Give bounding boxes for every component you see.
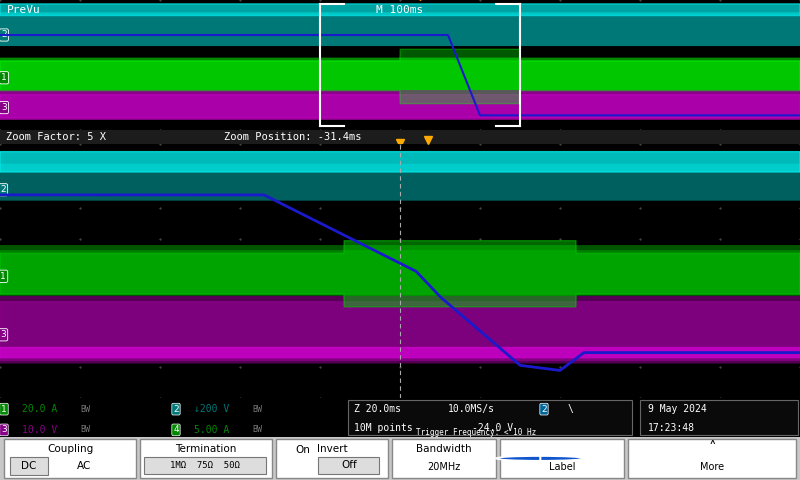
Bar [640,400,798,435]
Bar [144,456,266,474]
Bar [276,439,388,478]
Text: Termination: Termination [175,444,237,454]
Text: 20.0 A: 20.0 A [22,404,57,414]
Text: M 100ms: M 100ms [376,5,424,15]
Text: On: On [295,445,310,455]
Bar [10,456,48,475]
Text: Coupling: Coupling [47,444,93,454]
Text: PreVu: PreVu [6,5,40,15]
Text: 3: 3 [1,103,7,112]
Text: 1: 1 [1,73,7,82]
Text: 10.0 V: 10.0 V [22,425,57,435]
Text: Label: Label [549,462,575,472]
Text: 2: 2 [0,185,6,194]
Text: 3: 3 [1,425,7,434]
Text: BW: BW [80,405,90,414]
Text: 2: 2 [1,31,7,39]
Text: Zoom Position: -31.4ms: Zoom Position: -31.4ms [224,132,362,142]
Text: DC: DC [21,461,37,471]
Bar [628,439,796,478]
Text: ˄: ˄ [708,442,716,456]
Text: 17:23:48: 17:23:48 [648,423,695,433]
Text: Invert: Invert [317,444,347,454]
Text: BW: BW [252,405,262,414]
Text: \: \ [568,404,574,414]
Text: BW: BW [252,425,262,434]
Text: 1MΩ  75Ω  50Ω: 1MΩ 75Ω 50Ω [170,461,240,470]
Circle shape [496,456,584,461]
Text: BW: BW [80,425,90,434]
Text: Zoom Factor: 5 X: Zoom Factor: 5 X [6,132,106,142]
Bar [318,456,379,474]
Text: Trigger Frequency: < 10 Hz: Trigger Frequency: < 10 Hz [416,428,536,437]
Text: 3: 3 [0,330,6,339]
Text: 2: 2 [173,405,179,414]
Bar [140,439,272,478]
Bar [500,439,624,478]
Text: -24.0 V: -24.0 V [472,423,513,433]
Text: 20MHz: 20MHz [427,462,461,472]
Bar [4,439,136,478]
Text: Bandwidth: Bandwidth [416,444,472,454]
Text: 2: 2 [541,405,547,414]
Text: 4: 4 [173,425,179,434]
Text: 9 May 2024: 9 May 2024 [648,404,706,414]
Bar [348,400,632,435]
Text: ↓200 V: ↓200 V [194,404,229,414]
Text: 1: 1 [1,405,7,414]
Text: 10M points: 10M points [354,423,413,433]
Text: 10.0MS/s: 10.0MS/s [448,404,495,414]
Text: Off: Off [341,460,357,470]
Text: More: More [700,462,724,472]
Text: 5.00 A: 5.00 A [194,425,229,435]
Text: AC: AC [77,461,91,471]
Text: Z 20.0ms: Z 20.0ms [354,404,402,414]
Bar [392,439,496,478]
Text: 1: 1 [536,452,544,465]
Text: 1: 1 [0,272,6,281]
